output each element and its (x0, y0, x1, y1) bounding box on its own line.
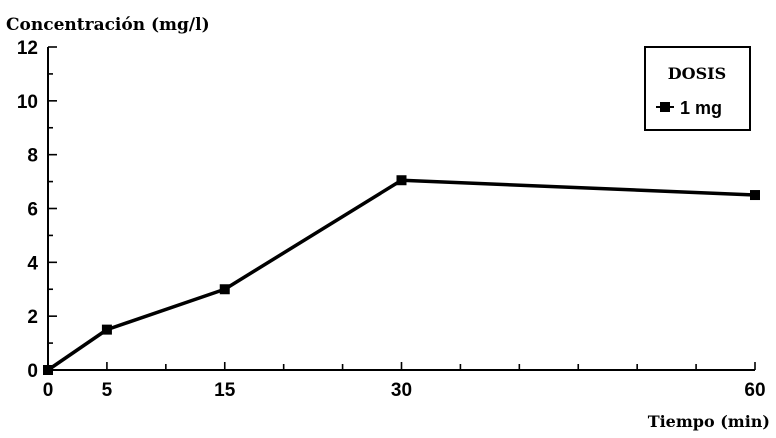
y-tick-label: 8 (27, 146, 38, 167)
y-tick-label: 4 (27, 253, 38, 274)
x-tick-label: 15 (214, 380, 236, 401)
legend-title: DOSIS (668, 64, 726, 83)
legend-entry-marker (660, 102, 670, 112)
y-tick-label: 6 (27, 200, 38, 221)
data-point (750, 190, 760, 201)
data-point (43, 365, 53, 375)
data-point (396, 175, 407, 186)
y-axis-label: Concentración (mg/l) (6, 15, 210, 35)
y-tick-label: 10 (17, 92, 38, 113)
legend-entry-label: 1 mg (680, 98, 722, 118)
series-line (47, 178, 756, 372)
y-axis-ticks: 0 2 4 6 8 10 12 (17, 38, 57, 382)
legend-box (644, 46, 751, 131)
data-point (101, 324, 112, 335)
x-axis-label: Tiempo (min) (648, 412, 770, 431)
data-point (219, 284, 230, 295)
x-tick-label: 30 (391, 380, 412, 401)
x-axis-ticks: 0 5 15 30 60 (43, 362, 766, 401)
y-tick-label: 2 (27, 307, 38, 328)
x-tick-label: 60 (744, 380, 765, 401)
x-tick-label: 5 (102, 380, 113, 401)
x-tick-label: 0 (43, 380, 54, 401)
y-tick-label: 0 (27, 361, 38, 382)
legend: DOSIS 1 mg (644, 46, 751, 131)
y-tick-label: 12 (17, 38, 38, 59)
series-layer (43, 175, 760, 375)
